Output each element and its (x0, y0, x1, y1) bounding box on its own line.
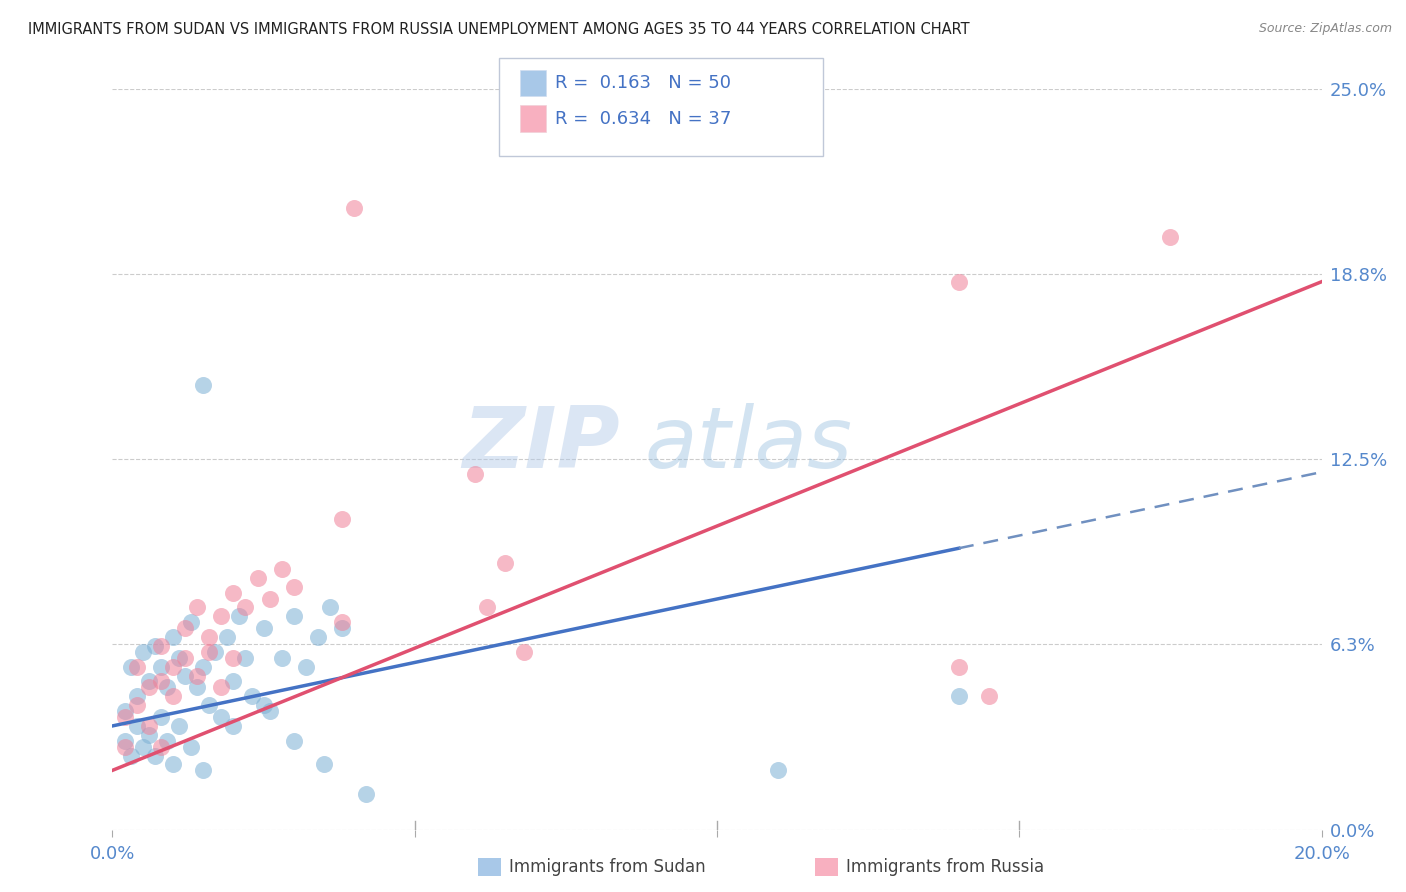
Point (209, 609, 232, 624)
Point (270, 562, 292, 576)
Point (162, 690, 184, 704)
Point (149, 710, 172, 724)
Point (283, 609, 305, 624)
Point (253, 698, 276, 713)
Point (162, 757, 184, 772)
Point (149, 739, 172, 754)
Point (222, 650, 245, 665)
Point (209, 681, 232, 695)
Point (174, 621, 197, 635)
Point (156, 733, 179, 747)
Point (235, 600, 257, 615)
Point (186, 600, 208, 615)
Point (259, 704, 281, 718)
Point (143, 639, 166, 653)
Point (138, 728, 160, 742)
Text: R =  0.163   N = 50: R = 0.163 N = 50 (555, 74, 731, 92)
Point (138, 719, 160, 733)
Point (191, 378, 214, 392)
Point (246, 571, 269, 585)
Point (186, 668, 208, 682)
Point (149, 659, 172, 673)
Point (228, 609, 250, 624)
Point (114, 733, 136, 747)
Point (114, 710, 136, 724)
Point (174, 668, 197, 682)
Point (948, 659, 970, 673)
Point (283, 733, 305, 747)
Point (174, 650, 197, 665)
Point (138, 681, 160, 695)
Point (330, 621, 353, 635)
Point (198, 698, 221, 713)
Text: IMMIGRANTS FROM SUDAN VS IMMIGRANTS FROM RUSSIA UNEMPLOYMENT AMONG AGES 35 TO 44: IMMIGRANTS FROM SUDAN VS IMMIGRANTS FROM… (28, 22, 970, 37)
Point (162, 659, 184, 673)
Point (167, 719, 190, 733)
Point (314, 757, 336, 772)
Point (217, 630, 239, 644)
Point (343, 201, 366, 215)
Point (143, 748, 166, 763)
Point (120, 748, 142, 763)
Point (240, 690, 263, 704)
Point (125, 719, 148, 733)
Point (198, 630, 221, 644)
Point (356, 787, 378, 801)
Point (191, 764, 214, 778)
Point (253, 621, 276, 635)
Point (319, 600, 342, 615)
Point (149, 639, 172, 653)
Point (766, 764, 789, 778)
Text: R =  0.634   N = 37: R = 0.634 N = 37 (555, 110, 731, 128)
Point (307, 630, 329, 644)
Point (259, 591, 281, 606)
Text: Immigrants from Sudan: Immigrants from Sudan (509, 858, 706, 876)
Point (512, 645, 534, 659)
Point (125, 698, 148, 713)
Point (283, 580, 305, 594)
Point (977, 690, 1000, 704)
Point (125, 659, 148, 673)
Point (180, 739, 202, 754)
Text: ZIP: ZIP (463, 403, 620, 486)
Point (464, 467, 486, 482)
Point (222, 674, 245, 689)
Point (132, 739, 155, 754)
Point (125, 690, 148, 704)
Point (156, 681, 179, 695)
Point (162, 630, 184, 644)
Point (477, 600, 499, 615)
Point (235, 650, 257, 665)
Point (209, 710, 232, 724)
Text: Source: ZipAtlas.com: Source: ZipAtlas.com (1258, 22, 1392, 36)
Point (114, 704, 136, 718)
Point (495, 556, 517, 570)
Point (948, 690, 970, 704)
Point (180, 615, 202, 630)
Text: Immigrants from Russia: Immigrants from Russia (846, 858, 1045, 876)
Point (948, 275, 970, 289)
Point (330, 615, 353, 630)
Point (149, 674, 172, 689)
Point (330, 511, 353, 525)
Point (1159, 230, 1181, 244)
Point (198, 645, 221, 659)
Text: atlas: atlas (644, 403, 852, 486)
Point (120, 659, 142, 673)
Point (167, 650, 190, 665)
Point (222, 719, 245, 733)
Point (204, 645, 226, 659)
Point (295, 659, 318, 673)
Point (270, 650, 292, 665)
Point (114, 739, 136, 754)
Point (186, 681, 208, 695)
Point (191, 659, 214, 673)
Point (138, 674, 160, 689)
Point (222, 585, 245, 599)
Point (132, 645, 155, 659)
